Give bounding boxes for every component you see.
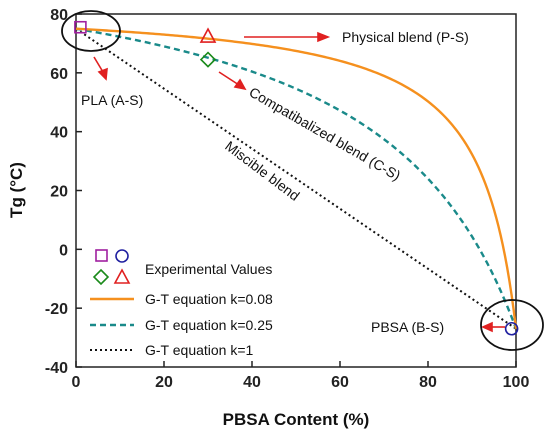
legend-experimental-label: Experimental Values — [145, 261, 272, 277]
y-tick-label: -20 — [45, 301, 68, 318]
legend-k008-label: G-T equation k=0.08 — [145, 291, 273, 307]
arrow-pla-head — [97, 67, 108, 81]
legend-k1-label: G-T equation k=1 — [145, 342, 254, 358]
arrow-pla — [93, 56, 104, 73]
x-axis-title: PBSA Content (%) — [223, 410, 370, 429]
point-diamond-compatibilized — [199, 51, 217, 68]
y-tick-label: 20 — [50, 184, 68, 201]
x-tick-label: 0 — [72, 374, 81, 391]
arrow-compat — [218, 71, 240, 86]
x-tick-label: 40 — [243, 374, 261, 391]
annotation-pbsa: PBSA (B-S) — [371, 319, 444, 335]
x-tick-label: 20 — [155, 374, 173, 391]
curves — [75, 27, 518, 330]
arrow-physical-head — [317, 31, 331, 43]
legend-circle-marker — [115, 249, 129, 263]
legend-triangle-marker — [113, 268, 131, 284]
annotation-miscible-blend: Miscible blend — [222, 138, 302, 204]
y-tick-label: -40 — [45, 360, 68, 377]
annotation-arrows — [93, 31, 505, 333]
pbsa-highlight-ellipse — [480, 299, 544, 351]
series-line-1 — [75, 27, 517, 330]
y-tick-label: 40 — [50, 125, 68, 142]
x-tick-label: 100 — [503, 374, 530, 391]
legend-k025-label: G-T equation k=0.25 — [145, 317, 273, 333]
legend-square-marker — [95, 249, 108, 262]
arrow-compat-head — [233, 78, 247, 91]
pla-highlight-ellipse — [61, 10, 121, 52]
y-tick-label: 0 — [59, 242, 68, 259]
annotation-pla: PLA (A-S) — [81, 92, 143, 108]
legend: Experimental Values G-T equation k=0.08 … — [90, 249, 273, 358]
annotation-physical-blend: Physical blend (P-S) — [342, 29, 469, 45]
y-tick-label: 80 — [50, 7, 68, 24]
point-square-pla — [74, 20, 87, 34]
x-tick-label: 80 — [419, 374, 437, 391]
series-line-025 — [75, 27, 518, 330]
y-tick-label: 60 — [50, 66, 68, 83]
point-circle-pbsa — [504, 321, 519, 336]
legend-diamond-marker — [92, 268, 110, 286]
y-axis-title: Tg (°C) — [7, 162, 26, 218]
series-line-008 — [75, 27, 518, 329]
x-tick-label: 60 — [331, 374, 349, 391]
experimental-points — [74, 20, 519, 336]
axis-ticks: 0 20 40 60 80 100 -40 -20 0 20 40 60 80 — [45, 7, 530, 391]
arrow-pbsa-head — [481, 321, 493, 333]
point-triangle-physical — [199, 27, 217, 43]
